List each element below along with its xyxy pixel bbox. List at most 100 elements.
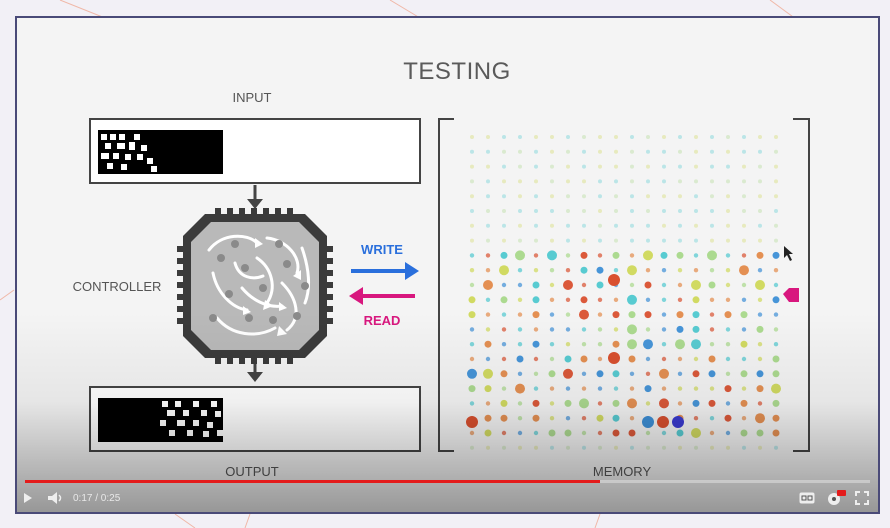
memory-cell [662,209,666,213]
memory-cell [502,194,506,199]
memory-cell [566,194,570,199]
memory-cell [484,385,492,393]
memory-cell [646,149,650,154]
memory-cell [501,342,507,347]
memory-cell [564,429,572,437]
memory-cell [678,194,682,199]
memory-cell [566,135,570,139]
memory-cell [725,356,731,362]
memory-cell [532,340,540,348]
memory-cell [501,386,507,391]
memory-cell [741,327,747,332]
memory-cell [629,386,635,391]
memory-cell [534,135,538,139]
memory-cell [501,327,507,332]
captions-button[interactable] [797,489,817,507]
memory-cell [563,280,573,290]
memory-cell [710,135,714,139]
memory-cell [550,194,554,199]
diagram [89,118,810,452]
memory-cell [502,209,506,213]
memory-cell [534,164,538,169]
memory-cell [628,355,636,363]
memory-cell [661,282,667,288]
memory-cell [756,325,764,333]
memory-cell [694,209,698,213]
fullscreen-icon [855,491,869,505]
memory-cell [677,268,683,273]
memory-cell [677,371,683,376]
play-button[interactable] [21,489,35,507]
memory-bracket-left [438,118,454,452]
memory-cell [742,164,746,169]
play-icon [24,493,32,503]
memory-cell [643,339,653,350]
memory-cell [468,311,476,319]
memory-cell [486,209,490,213]
memory-cell [678,445,682,450]
memory-cell [677,297,683,302]
memory-cell [757,342,763,347]
memory-cell [612,414,620,422]
memory-cell [645,327,651,332]
memory-cell [517,342,523,347]
fullscreen-button[interactable] [853,489,871,507]
memory-cell [485,401,491,406]
memory-cell [582,149,586,154]
memory-cell [627,398,637,409]
memory-cell [694,238,698,243]
memory-cell [742,223,746,228]
memory-cell [550,445,554,450]
memory-cell [484,340,492,348]
memory-cell [612,399,620,407]
memory-cell [774,149,778,154]
memory-cell [742,209,746,213]
input-box [89,118,421,184]
memory-cell [485,297,491,302]
memory-cell [741,253,747,258]
captions-icon [799,492,815,504]
memory-cell [659,398,669,409]
memory-cell [661,268,667,273]
memory-cell [598,164,602,169]
memory-cell [533,386,539,391]
memory-cell [724,414,732,422]
volume-button[interactable] [45,489,67,507]
progress-bar[interactable] [25,480,870,483]
memory-cell [676,251,684,259]
memory-cell [581,416,587,421]
memory-cell [709,327,715,332]
memory-cell [612,251,620,259]
memory-cell [629,282,635,288]
input-label: INPUT [232,90,272,105]
video-frame[interactable]: TESTING INPUT CONTROLLER OUTPUT MEMORY W… [17,18,878,512]
memory-cell-active [657,416,669,428]
memory-cell [565,416,571,421]
slide-title: TESTING [403,58,511,85]
memory-cell [469,356,475,362]
memory-cell [627,324,637,335]
video-player[interactable]: TESTING INPUT CONTROLLER OUTPUT MEMORY W… [15,16,880,514]
memory-cell [500,414,508,422]
memory-cell [614,223,618,228]
memory-cell [532,414,540,422]
settings-button[interactable] [825,489,847,507]
memory-cell [597,327,603,332]
memory-cell [710,445,714,450]
memory-cell [630,135,634,139]
memory-cell [470,194,474,199]
memory-cell [517,282,523,288]
memory-cell [533,268,539,273]
memory-cell [612,370,620,378]
memory-cell [502,149,506,154]
memory-cell [694,135,698,139]
memory-cell [758,135,762,139]
memory-cell [517,371,523,376]
memory-cell [517,401,523,406]
memory-cell [469,401,475,406]
memory-cell [756,251,764,259]
memory-cell [517,268,523,273]
memory-cell [725,430,731,436]
memory-cell [726,223,730,228]
memory-cell [694,179,698,184]
